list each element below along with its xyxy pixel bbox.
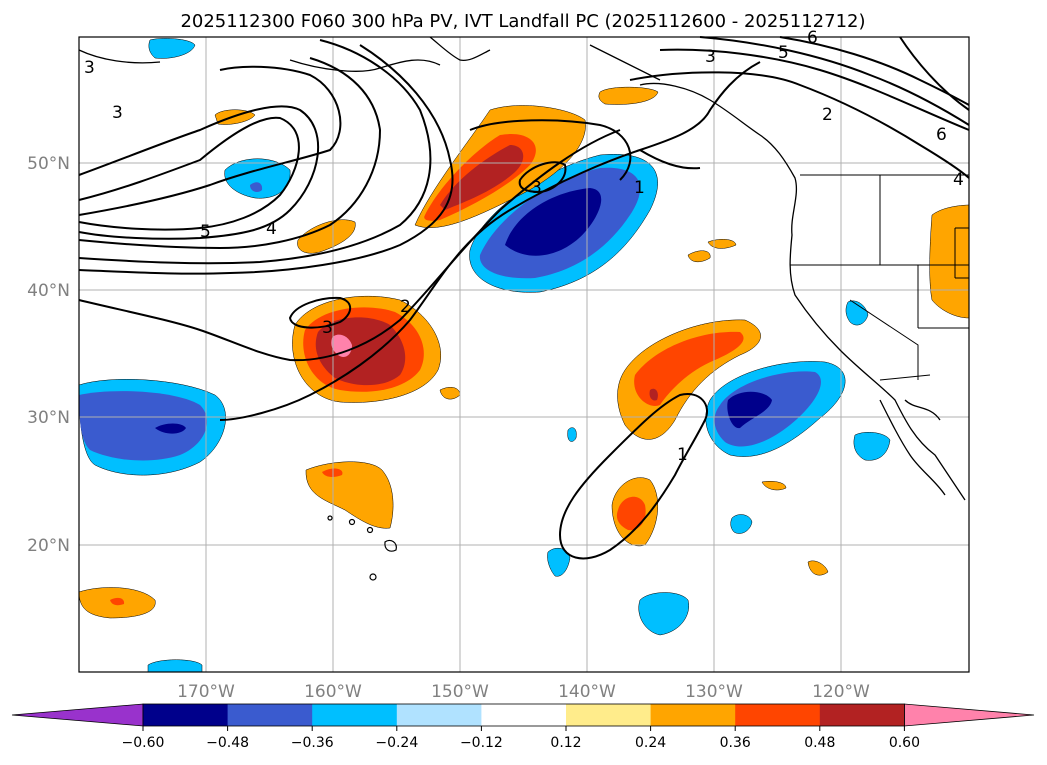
colorbar-extend-min (11, 703, 144, 727)
lat-labels: 50°N 40°N 30°N 20°N (27, 154, 70, 556)
contour-label: 5 (200, 222, 211, 242)
colorbar-tick-label: −0.12 (460, 735, 503, 751)
contour-label: 3 (112, 103, 123, 123)
lon-label: 120°W (812, 682, 870, 702)
lon-label: 140°W (558, 682, 616, 702)
colorbar-segment (819, 704, 905, 726)
colorbar-tick-label: −0.60 (122, 735, 165, 751)
contour-label: 3 (84, 58, 95, 78)
colorbar-segment (735, 704, 821, 726)
contour-label: 4 (953, 170, 964, 190)
colorbar-tick-label: −0.24 (375, 735, 418, 751)
colorbar-segment (227, 704, 313, 726)
map-frame (78, 36, 970, 673)
contour-label: 6 (807, 28, 818, 48)
colorbar-segment (650, 704, 736, 726)
pv-contour-2 (219, 61, 761, 421)
neg-anomaly-small-3 (638, 592, 690, 636)
state-borders (790, 174, 969, 381)
contour-label: 5 (778, 43, 789, 63)
colorbar-extend-max (904, 703, 1035, 727)
ivt-negative-anomalies (78, 38, 891, 673)
colorbar-segment (396, 704, 482, 726)
colorbar-segment (566, 704, 652, 726)
pos-anomaly-southwest (305, 461, 394, 529)
map-panel: 3 5 4 3 2 3 1 1 3 5 6 2 6 4 3 (78, 28, 970, 673)
colorbar-frame (142, 703, 905, 727)
contour-label: 3 (705, 47, 716, 67)
contour-label: 1 (634, 178, 645, 198)
lon-label: 150°W (431, 682, 489, 702)
colorbar: −0.60 −0.48 −0.36 −0.24 −0.12 0.12 0.24 0.36 0.4… (11, 703, 1035, 751)
colorbar-tick-label: 0.24 (635, 735, 666, 751)
colorbar-tick-label: −0.36 (291, 735, 334, 751)
lon-label: 160°W (304, 682, 362, 702)
graticule (79, 37, 969, 672)
contour-label: 3 (531, 178, 542, 198)
colorbar-tick-label: 0.12 (550, 735, 581, 751)
contour-label: 3 (322, 318, 333, 338)
colorbar-tick-label: −0.48 (206, 735, 249, 751)
lat-label: 50°N (27, 154, 70, 174)
contour-label: 6 (936, 125, 947, 145)
colorbar-tick-label: 0.36 (720, 735, 751, 751)
pv-contour-1 (558, 393, 708, 560)
lat-label: 20°N (27, 536, 70, 556)
colorbar-tick-label: 0.48 (804, 735, 835, 751)
contour-label: 4 (266, 219, 277, 239)
contour-label: 1 (677, 445, 688, 465)
neg-anomaly-small-4 (853, 432, 891, 461)
lon-labels: 170°W 160°W 150°W 140°W 130°W 120°W (177, 682, 870, 702)
lon-label: 130°W (685, 682, 743, 702)
colorbar-segment (481, 704, 567, 726)
lat-label: 40°N (27, 281, 70, 301)
lat-label: 30°N (27, 408, 70, 428)
colorbar-segment (143, 704, 229, 726)
pv-contour-labels: 3 5 4 3 2 3 1 1 3 5 6 2 6 4 3 (84, 28, 964, 465)
north-america-coast (639, 82, 966, 501)
contour-label: 2 (822, 105, 833, 125)
neg-anomaly-small-2 (148, 38, 196, 59)
colorbar-segment (312, 704, 398, 726)
pv-contours (78, 36, 970, 560)
map-title: 2025112300 F060 300 hPa PV, IVT Landfall… (180, 11, 865, 32)
contour-label: 2 (400, 297, 411, 317)
colorbar-tick-label: 0.60 (889, 735, 920, 751)
coastlines (78, 36, 966, 501)
lon-label: 170°W (177, 682, 235, 702)
hawaiian-islands (327, 515, 397, 581)
